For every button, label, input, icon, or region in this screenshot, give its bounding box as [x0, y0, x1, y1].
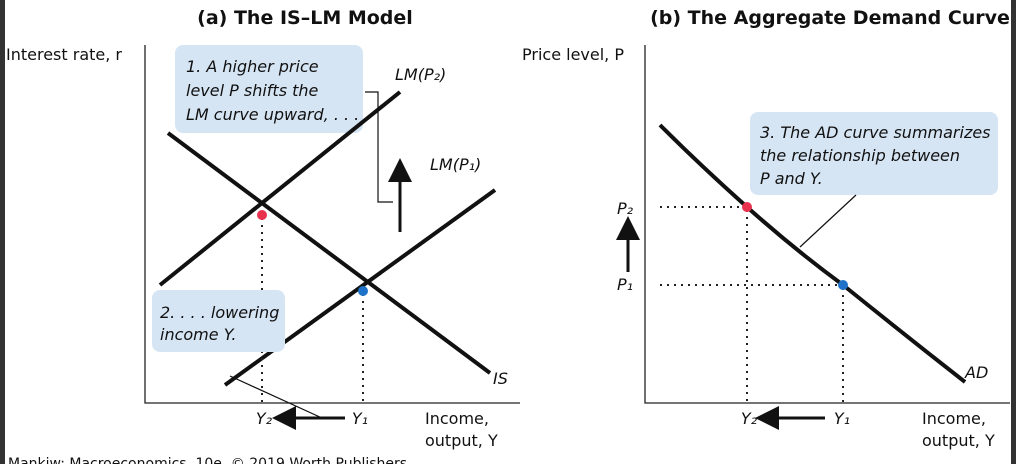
- callout-text: P and Y.: [760, 169, 823, 188]
- callout: [175, 45, 363, 133]
- axes: [144, 45, 520, 404]
- callout-text: LM curve upward, . . .: [186, 105, 359, 124]
- axes: [644, 45, 1010, 404]
- axis-label: Price level, P: [522, 45, 624, 64]
- equilibrium: [358, 286, 368, 296]
- point: [742, 202, 752, 212]
- callout-text: 1. A higher price: [186, 57, 319, 76]
- pointer: [229, 375, 323, 419]
- footer: Mankiw: Macroeconomics, 10e, © 2019 Wort…: [8, 456, 407, 464]
- bracket: [365, 91, 393, 203]
- curve-label: AD: [964, 363, 988, 382]
- curve-label: IS: [493, 369, 508, 388]
- lm-curve: [158, 90, 402, 287]
- callout-text: the relationship between: [760, 146, 960, 165]
- x-mark: Y₁: [834, 409, 850, 428]
- callout-text: 2. . . . lowering: [160, 303, 279, 322]
- point: [838, 280, 848, 290]
- axis-label: output, Y: [425, 431, 498, 450]
- callout-text: level P shifts the: [186, 81, 319, 100]
- curve-label: LM(P₁): [430, 155, 481, 174]
- axis-label: Income,: [425, 409, 489, 428]
- axis-label: output, Y: [922, 431, 995, 450]
- x-mark: Y₂: [741, 409, 758, 428]
- x-mark: Y₂: [256, 409, 273, 428]
- equilibrium: [257, 210, 267, 220]
- x-mark: Y₁: [352, 409, 368, 428]
- panel-title: (b) The Aggregate Demand Curve: [650, 7, 1010, 29]
- is-curve: [166, 131, 492, 375]
- pointer: [799, 194, 857, 248]
- guide: [660, 206, 844, 402]
- callout-text: 3. The AD curve summarizes: [760, 123, 991, 142]
- y-mark: P₁: [617, 275, 633, 294]
- callout: [750, 112, 998, 195]
- curve-label: LM(P₂): [395, 65, 446, 84]
- panel-title: (a) The IS–LM Model: [197, 7, 413, 29]
- background: [5, 0, 1011, 464]
- callout-text: income Y.: [160, 325, 236, 344]
- axis-label: Income,: [922, 409, 986, 428]
- axis-label: Interest rate, r: [6, 45, 122, 64]
- callout: [152, 290, 285, 352]
- ad-curve: [658, 123, 967, 384]
- y-mark: P₂: [617, 199, 634, 218]
